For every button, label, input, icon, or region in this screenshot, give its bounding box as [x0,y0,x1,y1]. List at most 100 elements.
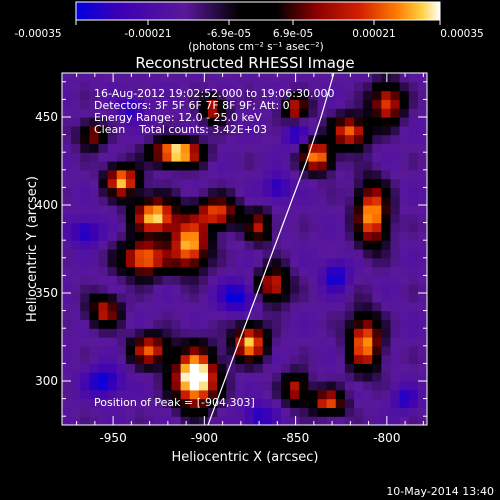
heatmap-cell [417,196,427,206]
colorbar-ticks [75,20,441,25]
heatmap-cell [144,99,154,109]
heatmap-cell [253,354,264,364]
heatmap-cell [344,222,355,232]
heatmap-cell [299,310,309,320]
heatmap-cell [189,152,200,162]
heatmap-cell [153,222,163,232]
heatmap-cell [71,205,81,215]
plot-frame [61,72,428,426]
heatmap-cell [171,310,182,320]
heatmap-cell [290,134,300,144]
heatmap-cell [189,416,200,425]
heatmap-cell [235,90,246,100]
heatmap-cell [253,222,264,232]
heatmap-cell [153,319,163,329]
heatmap-cell [354,73,364,83]
heatmap-cell [363,196,373,206]
heatmap-cell [317,231,328,241]
heatmap-cell [235,284,246,294]
heatmap-cell [162,187,173,197]
heatmap-cell [271,416,282,425]
heatmap-cell [107,240,118,250]
heatmap-cell [135,257,145,268]
heatmap-cell [372,301,382,312]
heatmap-cell [335,310,346,320]
heatmap-cell [153,301,163,312]
heatmap-cell [354,345,364,356]
heatmap-cell [235,143,246,153]
heatmap-cell [135,73,145,83]
heatmap-cell [144,363,154,373]
heatmap-cell [326,354,337,364]
heatmap-cell [89,117,100,127]
heatmap-cell [390,266,401,276]
heatmap-cell [308,231,319,241]
heatmap-cell [208,169,218,180]
heatmap-cell [354,416,364,425]
heatmap-cell [344,407,355,417]
heatmap-cell [317,196,328,206]
heatmap-cell [180,222,191,232]
heatmap-cell [171,222,182,232]
heatmap-cell [180,152,191,162]
heatmap-cell [317,284,328,294]
heatmap-cell [244,398,255,408]
heatmap-cell [326,143,337,153]
heatmap-cell [271,196,282,206]
heatmap-cell [354,205,364,215]
heatmap-cell [80,117,90,127]
heatmap-cell [180,205,191,215]
heatmap-cell [217,117,227,127]
heatmap-cell [235,73,246,83]
heatmap-cell [107,90,118,100]
heatmap-cell [290,328,300,338]
heatmap-cell [363,337,373,347]
heatmap-cell [408,284,419,294]
heatmap-cell [335,99,346,109]
heatmap-cell [417,73,427,83]
heatmap-cell [189,319,200,329]
heatmap-cell [198,134,209,144]
heatmap-cell [80,398,90,408]
heatmap-cell [244,354,255,364]
heatmap-cell [98,328,109,338]
y-tick-label: 450 [35,110,58,124]
heatmap-cell [144,319,154,329]
heatmap-cell [208,381,218,391]
heatmap-cell [208,389,218,400]
heatmap-cell [253,275,264,285]
heatmap-cell [390,293,401,303]
heatmap-cell [162,125,173,136]
heatmap-cell [71,240,81,250]
heatmap-cell [80,134,90,144]
heatmap-cell [271,81,282,92]
heatmap-cell [153,178,163,188]
heatmap-cell [208,231,218,241]
heatmap-cell [153,310,163,320]
heatmap-cell [399,284,410,294]
plot-title: Reconstructed RHESSI Image [135,54,354,72]
heatmap-cell [317,275,328,285]
heatmap-cell [208,73,218,83]
heatmap-cell [226,125,236,136]
y-axis-title: Heliocentric Y (arcsec) [25,176,40,322]
heatmap-cell [372,310,382,320]
heatmap-cell [171,337,182,347]
heatmap-cell [335,337,346,347]
heatmap-cell [153,372,163,382]
heatmap-cell [253,196,264,206]
heatmap-cell [344,240,355,250]
heatmap-cell [408,81,419,92]
heatmap-cell [271,328,282,338]
heatmap-cell [326,169,337,180]
heatmap-cell [381,328,392,338]
heatmap-cell [71,372,81,382]
heatmap-cell [189,161,200,171]
heatmap-cell [217,284,227,294]
heatmap-cell [408,372,419,382]
heatmap-cell [71,319,81,329]
heatmap-cell [354,213,364,224]
heatmap-cell [253,345,264,356]
heatmap-cell [290,73,300,83]
heatmap-cell [326,398,337,408]
